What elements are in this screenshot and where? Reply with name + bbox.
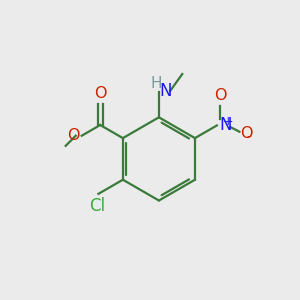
- Text: N: N: [159, 82, 172, 100]
- Text: -: -: [247, 130, 251, 144]
- Text: +: +: [223, 115, 233, 128]
- Text: N: N: [220, 116, 232, 134]
- Text: O: O: [67, 128, 79, 143]
- Text: O: O: [241, 126, 253, 141]
- Text: Cl: Cl: [89, 197, 105, 215]
- Text: H: H: [151, 76, 162, 91]
- Text: O: O: [214, 88, 226, 103]
- Text: O: O: [94, 86, 106, 101]
